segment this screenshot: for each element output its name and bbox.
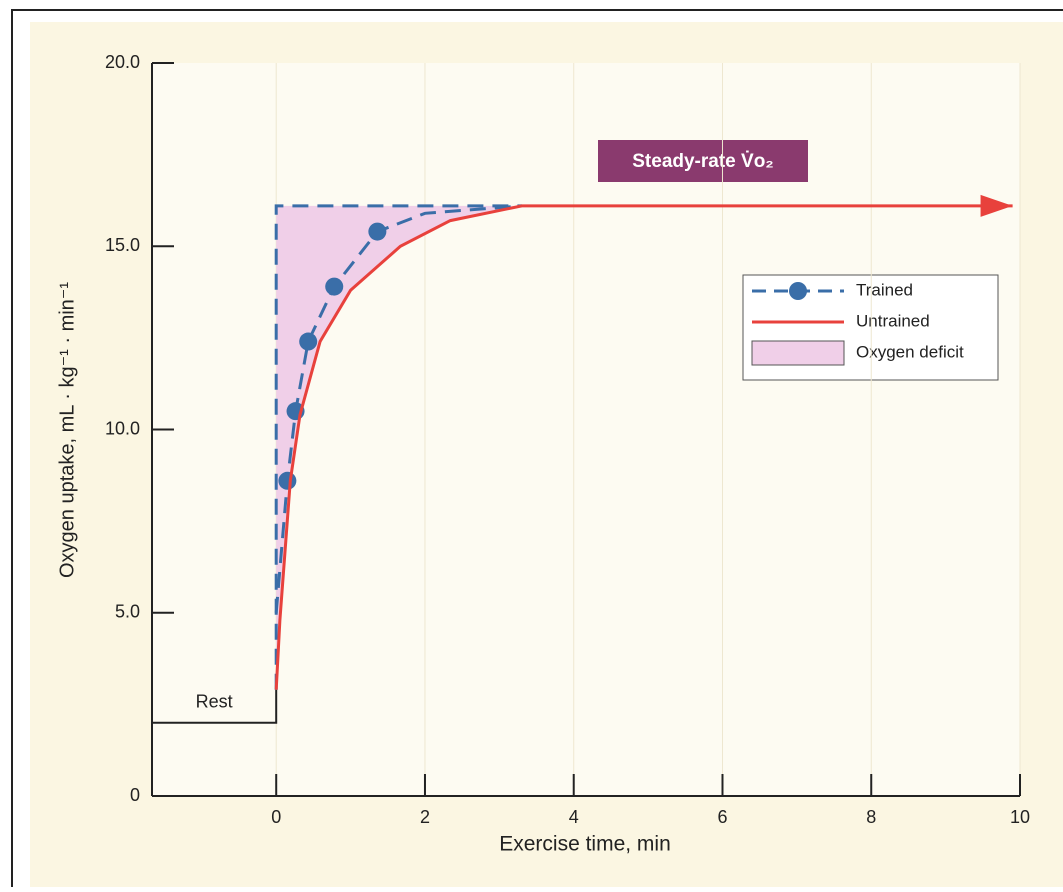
legend-label: Untrained (856, 311, 930, 330)
deficit-boundary (274, 204, 522, 690)
x-tick-label: 0 (271, 807, 281, 827)
trained-point (299, 332, 318, 351)
deficit-area (276, 205, 522, 690)
legend-label: Oxygen deficit (856, 342, 964, 361)
legend-swatch (751, 340, 845, 366)
x-tick-label: 10 (1010, 807, 1030, 827)
y-axis-label: Oxygen uptake, mL · kg⁻¹ · min⁻¹ (56, 282, 78, 578)
y-tick-label: 5.0 (115, 602, 140, 622)
trained-point (278, 471, 297, 490)
trained-line (274, 204, 522, 613)
trained-point (325, 277, 344, 296)
x-tick-label: 8 (866, 807, 876, 827)
x-axis-label: Exercise time, min (499, 833, 671, 856)
rest-label: Rest (196, 691, 233, 711)
annotation-box (598, 140, 808, 182)
y-tick-label: 20.0 (105, 52, 140, 72)
x-tick-label: 6 (717, 807, 727, 827)
arrow-head (980, 194, 1013, 217)
untrained-line (274, 204, 1013, 690)
legend-marker (789, 282, 807, 300)
legend-label: Trained (856, 280, 913, 299)
y-tick-label: 15.0 (105, 235, 140, 255)
x-tick-label: 2 (420, 807, 430, 827)
x-tick-label: 4 (569, 807, 579, 827)
annotation: Steady-rate V̇o₂ (632, 150, 774, 172)
y-tick-label: 10.0 (105, 418, 140, 438)
frame-border (11, 9, 1063, 892)
legend: Trained Untrained Oxygen deficit (742, 274, 999, 381)
trained-point (368, 222, 387, 241)
rest-line (152, 689, 278, 724)
y-tick-label: 0 (130, 785, 140, 805)
